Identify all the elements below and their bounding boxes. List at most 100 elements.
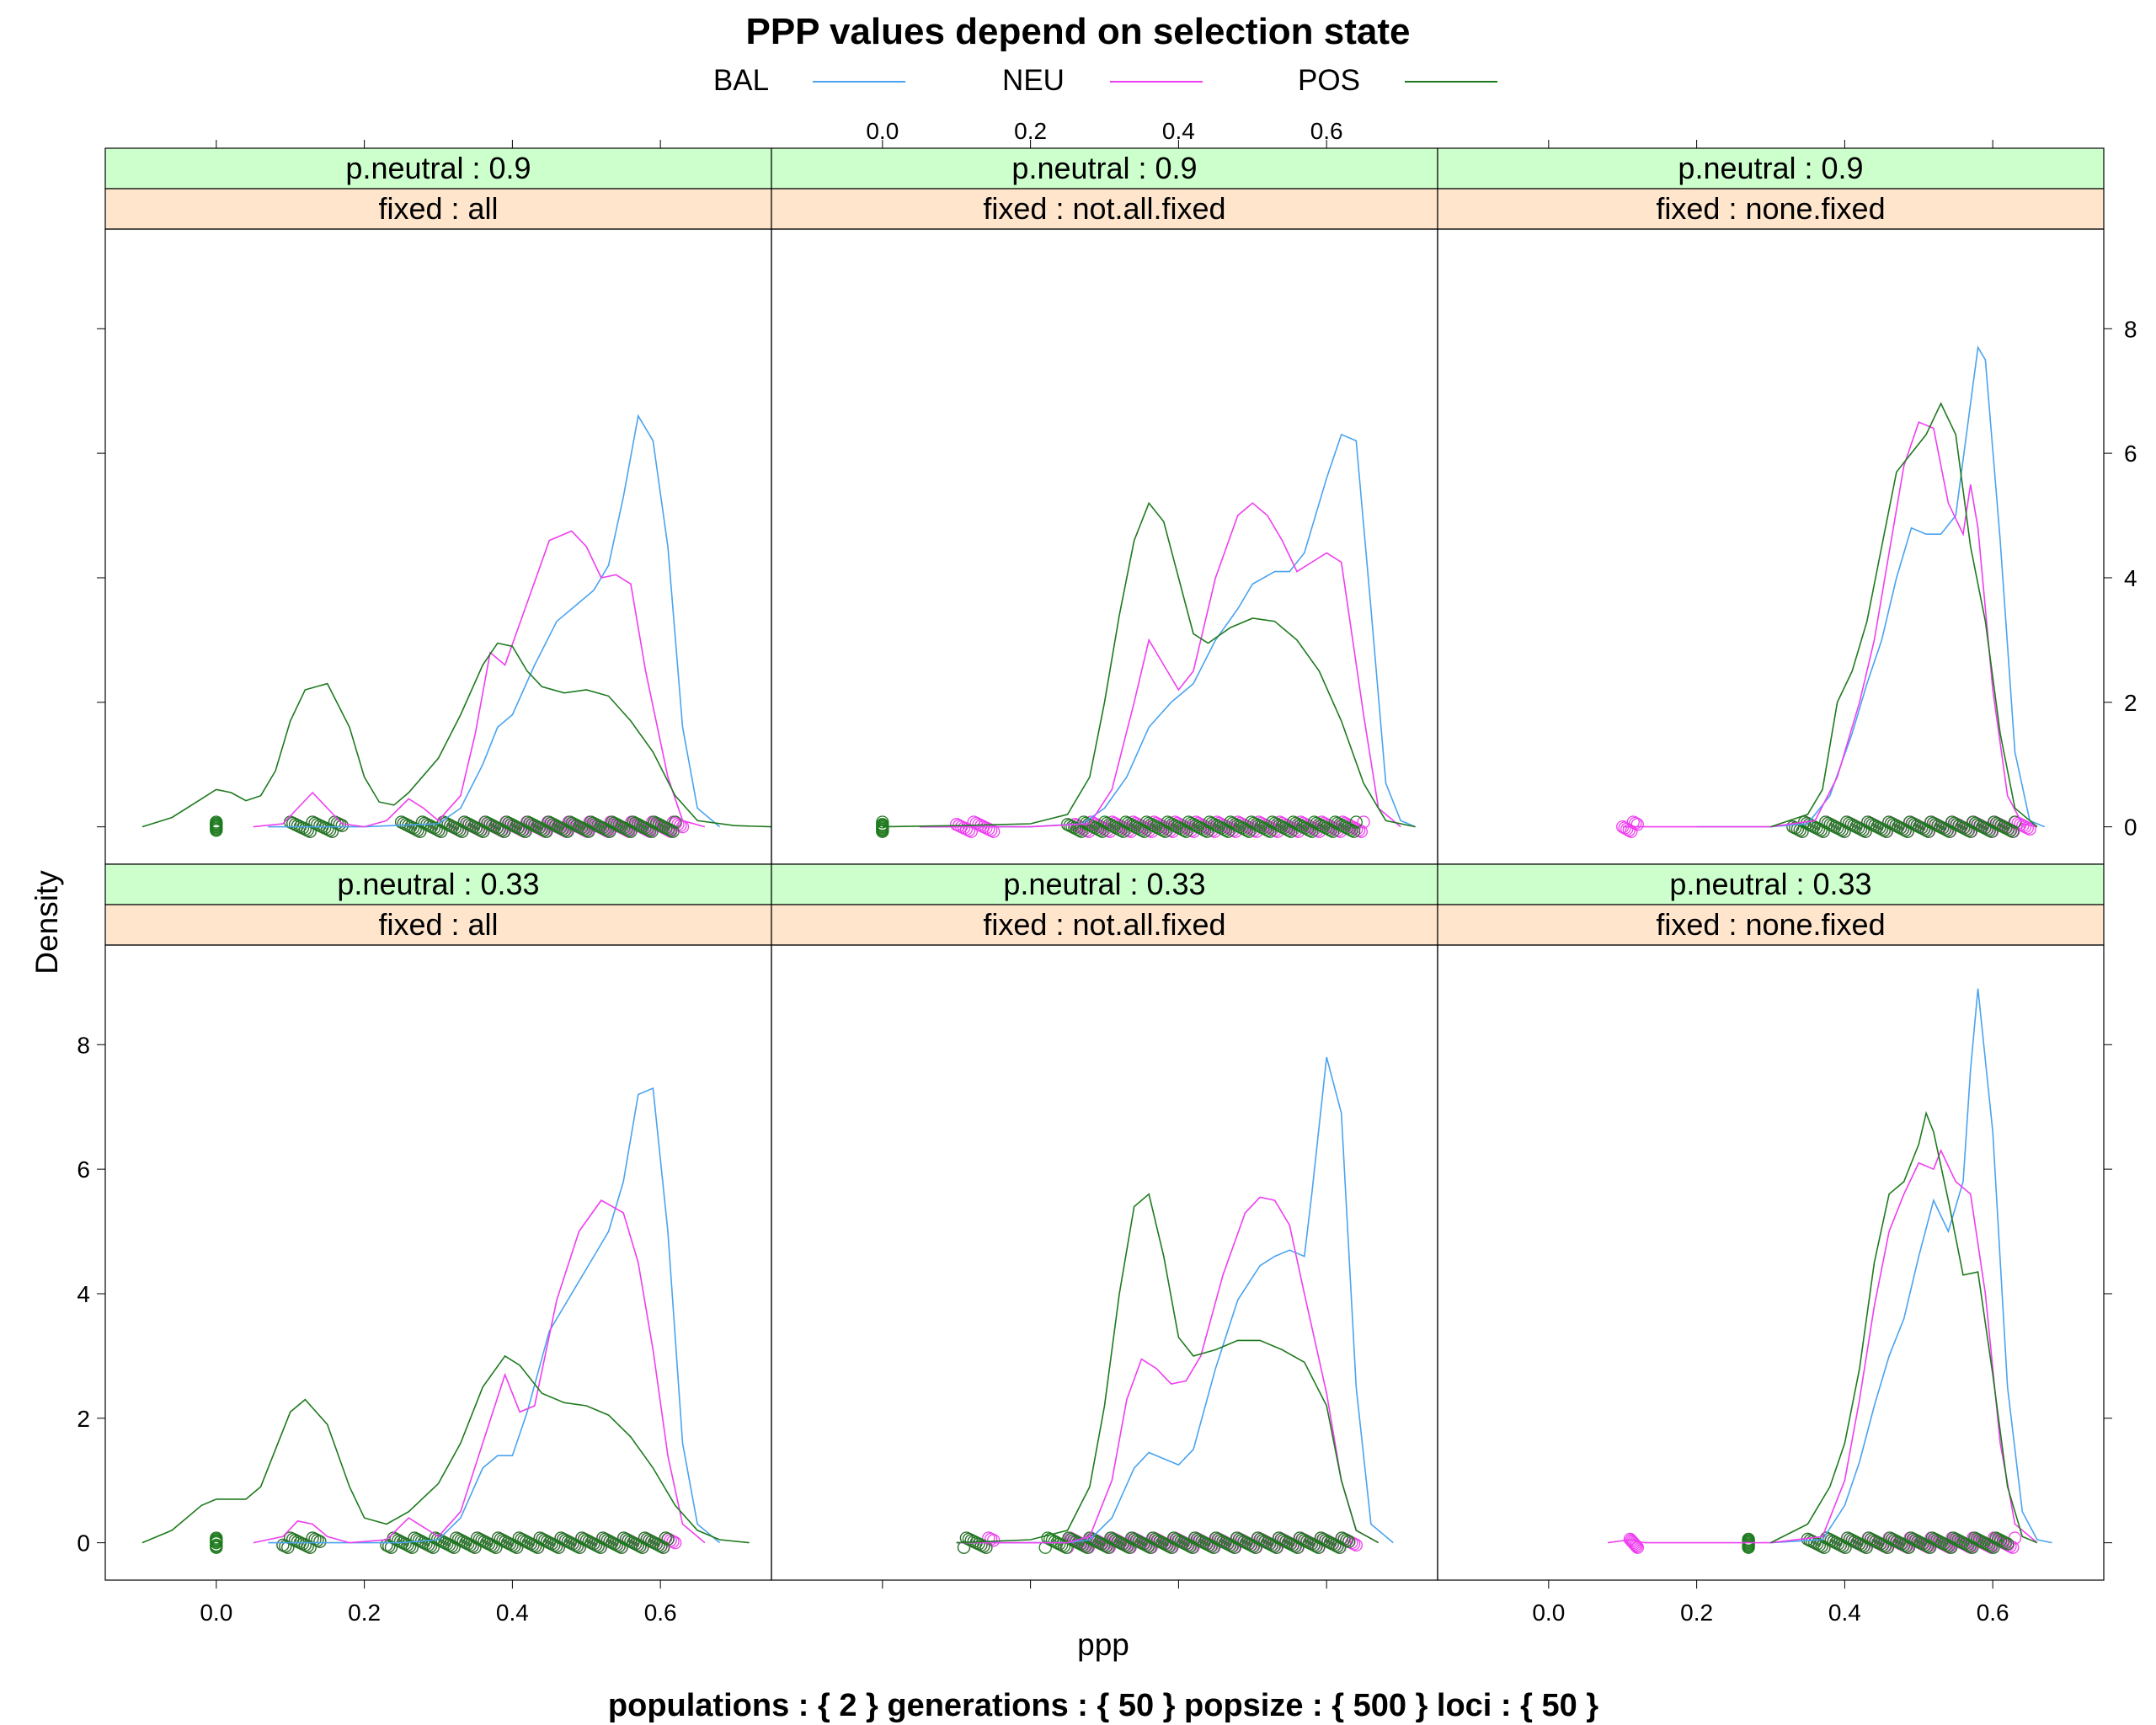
series-line <box>1622 421 2038 828</box>
rug-point <box>1102 1541 1115 1554</box>
rug-point <box>1219 824 1233 837</box>
rug-point <box>1983 824 1996 837</box>
rug-point <box>666 825 680 838</box>
rug-point <box>1284 825 1298 838</box>
rug-point <box>1838 1541 1852 1554</box>
panel-border <box>1437 944 2105 1581</box>
rug-point <box>1200 825 1214 838</box>
legend-label-neu: NEU <box>1002 64 1065 97</box>
rug-point <box>1186 1541 1199 1554</box>
rug-point <box>1303 824 1316 837</box>
rug-point <box>1880 825 1893 838</box>
rug-point <box>1290 1541 1305 1554</box>
rug-point <box>558 824 572 837</box>
rug-point <box>1901 825 1914 838</box>
rug-point <box>1881 1541 1895 1554</box>
rug-point <box>570 1540 584 1553</box>
chart-title: PPP values depend on selection state <box>745 11 1410 52</box>
y-tick-label: 6 <box>2124 441 2137 467</box>
strip-fixed <box>104 188 772 230</box>
rug-point <box>210 824 223 837</box>
y-tick-label: 2 <box>2124 690 2137 716</box>
strip-fixed <box>771 188 1438 230</box>
rug-point <box>987 825 1001 838</box>
rug-point <box>876 825 889 838</box>
rug-point <box>1138 825 1151 838</box>
rug-point <box>210 1541 223 1554</box>
rug-point <box>466 1540 479 1553</box>
rug-point <box>1249 1541 1262 1554</box>
rug-point <box>1349 815 1363 829</box>
rug-point <box>313 1535 327 1548</box>
strip-p-neutral <box>104 147 772 190</box>
rug-point <box>2006 825 2020 838</box>
x-tick-label: 0.4 <box>1162 118 1195 144</box>
x-axis-label: ppp <box>1077 1627 1129 1662</box>
rug-point <box>1240 824 1254 837</box>
rug-point <box>453 824 467 837</box>
y-tick-label: 0 <box>2124 814 2137 841</box>
rug-point <box>1945 1541 1958 1554</box>
rug-point <box>876 815 889 829</box>
rug-point <box>1331 1540 1344 1553</box>
strip-label: p.neutral : 0.9 <box>1678 151 1863 185</box>
rug-point <box>474 824 488 837</box>
rug-point <box>1961 824 1975 837</box>
strip-label: fixed : none.fixed <box>1656 191 1885 226</box>
rug-point <box>1340 1534 1353 1547</box>
strip-label: fixed : all <box>378 191 498 226</box>
rug-point <box>1923 1541 1937 1554</box>
rug-point <box>664 824 677 837</box>
rug-point <box>537 824 551 837</box>
rug-point <box>510 1541 524 1554</box>
rug-point <box>1626 1535 1640 1550</box>
rug-point <box>1332 1541 1347 1554</box>
y-tick-label: 2 <box>77 1406 90 1432</box>
strip-fixed <box>1437 904 2105 946</box>
strip-fixed <box>1437 188 2105 230</box>
series-line <box>1770 402 2038 828</box>
rug-point <box>1038 1541 1052 1554</box>
rug-point <box>1057 1540 1071 1553</box>
rug-point <box>435 825 448 838</box>
rug-point <box>549 1540 563 1553</box>
rug-point <box>384 1541 398 1554</box>
panel-border <box>104 944 772 1581</box>
panel-border <box>771 228 1438 865</box>
rug-point <box>1144 1541 1157 1554</box>
rug-point <box>1135 824 1149 837</box>
rug-point <box>1324 824 1337 837</box>
panel: p.neutral : 0.9 fixed : all <box>97 140 772 865</box>
rug-point <box>1940 824 1954 837</box>
rug-point <box>2020 821 2034 835</box>
strip-p-neutral <box>1437 863 2105 905</box>
x-tick-label: 0.6 <box>644 1599 677 1626</box>
rug-point <box>635 1541 649 1554</box>
rug-point <box>1814 824 1828 837</box>
strip-label: p.neutral : 0.33 <box>337 867 539 901</box>
rug-point <box>1096 825 1109 838</box>
legend-label-pos: POS <box>1298 64 1360 97</box>
rug-point <box>1120 1540 1134 1553</box>
rug-point <box>1342 1535 1356 1548</box>
rug-point <box>1964 825 1977 838</box>
rug-point <box>1159 825 1172 838</box>
series-line <box>1770 1110 2038 1544</box>
rug-point <box>403 1540 417 1553</box>
rug-point <box>414 825 427 838</box>
rug-point <box>582 825 595 838</box>
rug-point <box>335 819 349 832</box>
rug-point <box>1075 825 1088 838</box>
rug-point <box>468 1541 482 1554</box>
x-tick-label: 0.4 <box>496 1599 529 1626</box>
rug-point <box>1221 825 1235 838</box>
rug-point <box>487 1540 500 1553</box>
series-line <box>919 433 1416 828</box>
x-tick-label: 0.6 <box>1977 1599 2009 1626</box>
x-tick-label: 0.0 <box>1532 1599 1565 1626</box>
rug-point <box>528 1540 542 1553</box>
rug-point <box>1179 825 1193 838</box>
rug-point <box>1141 1540 1155 1553</box>
legend-label-bal: BAL <box>713 64 769 97</box>
rug-point <box>1204 1540 1218 1553</box>
